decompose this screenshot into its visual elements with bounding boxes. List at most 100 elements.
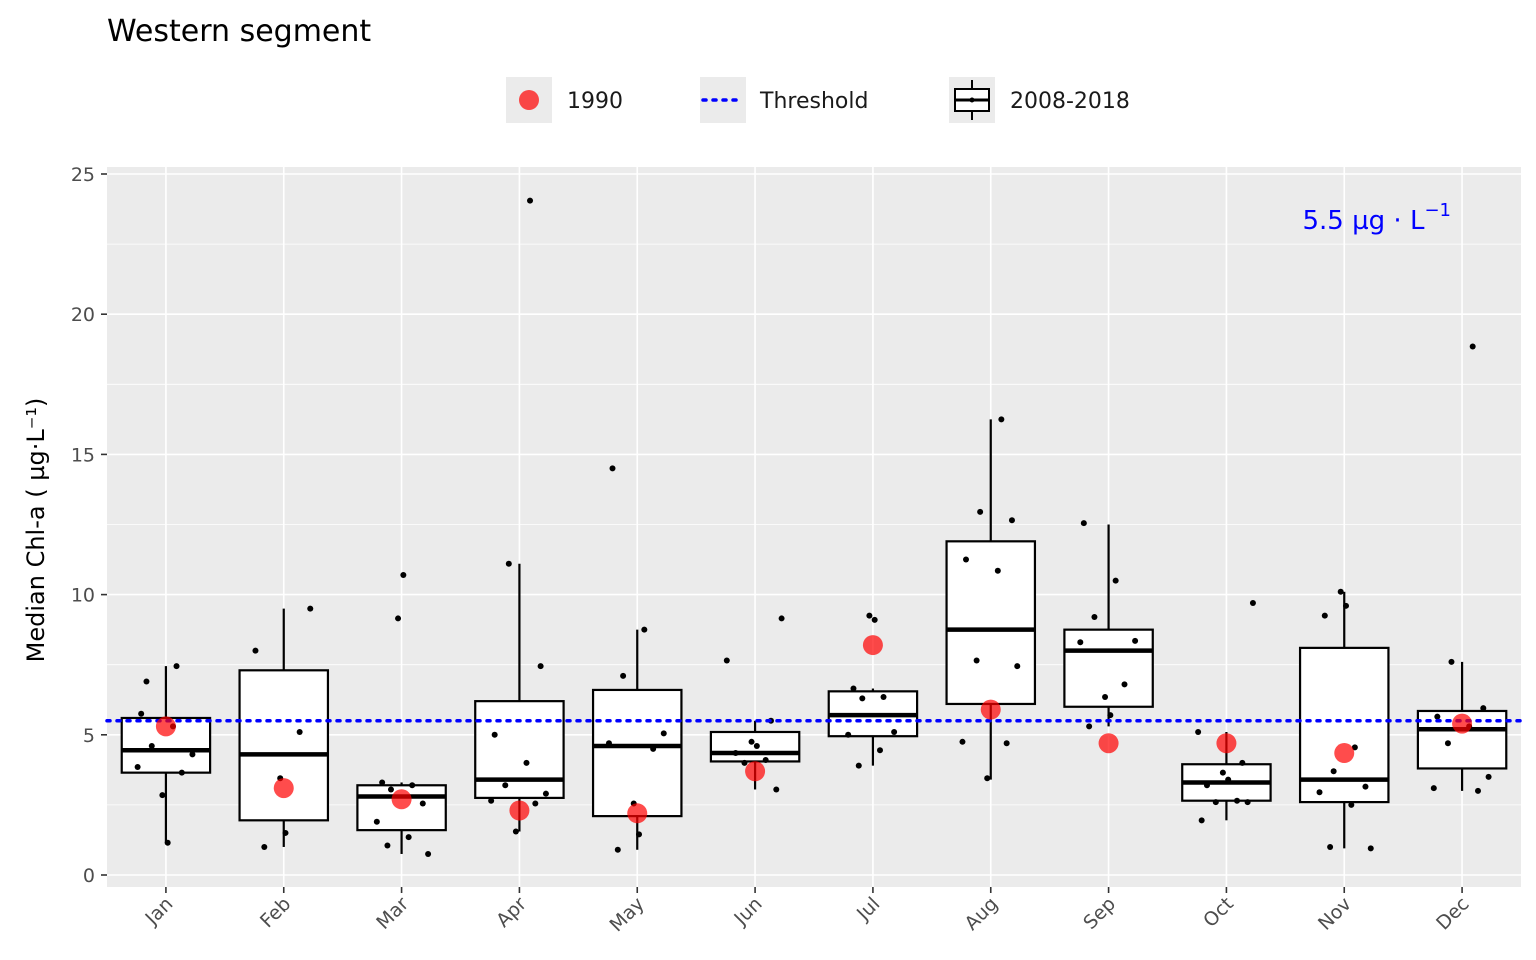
y-axis: 0 5 10 15 20 25 [71,164,107,887]
jitter-point [723,657,730,664]
threshold-annotation: 5.5 µg · L−1 [1303,200,1452,236]
legend-item-2008-2018: 2008-2018 [949,77,1130,123]
jitter-point [1485,773,1492,780]
jitter-point [994,567,1001,574]
y-tick-label: 20 [71,304,95,326]
jitter-point [973,657,980,664]
point-1990-oct [1216,733,1237,754]
jitter-point [1212,799,1219,806]
jitter-point [537,663,544,670]
point-1990-nov [1334,743,1355,764]
jitter-point [1014,663,1021,670]
y-axis-title: Median Chl-a ( µg·L⁻¹) [22,398,50,663]
jitter-point [400,571,407,578]
jitter-point [512,828,519,835]
jitter-point [505,560,512,567]
jitter-point [527,197,534,204]
jitter-point [1330,768,1337,775]
box-iqr [591,688,683,818]
jitter-point [891,728,898,735]
jitter-point [1225,776,1232,783]
jitter-point [650,745,657,752]
chart-title: Western segment [107,14,371,49]
jitter-point [778,615,785,622]
jitter-point [384,842,391,849]
jitter-point [660,730,667,737]
jitter-point [855,762,862,769]
jitter-point [1219,769,1226,776]
legend-label-2008-2018: 2008-2018 [1010,89,1130,114]
jitter-point [395,615,402,622]
jitter-point [296,728,303,735]
jitter-point [636,831,643,838]
jitter-point [523,759,530,766]
jitter-point [1430,785,1437,792]
jitter-point [845,731,852,738]
jitter-point [605,740,612,747]
jitter-point [1112,577,1119,584]
point-1990-mar [391,789,412,810]
jitter-point [1469,343,1476,350]
point-1990-jul [862,635,883,656]
box-nov [1298,591,1390,849]
jitter-point [963,556,970,563]
box-iqr [474,700,565,799]
point-1990-may [627,803,648,824]
jitter-point [307,605,314,612]
legend-item-1990: 1990 [506,77,623,123]
jitter-point [387,786,394,793]
legend: 1990 Threshold 2008-2018 [506,77,1130,123]
box-iqr [945,540,1037,706]
jitter-point [866,612,873,619]
y-tick-label: 15 [71,444,95,466]
jitter-point [732,750,739,757]
point-1990-jun [745,761,766,782]
jitter-point [741,759,748,766]
y-tick-label: 0 [83,865,95,887]
jitter-point [138,710,145,717]
jitter-point [419,800,426,807]
box-may [591,629,683,850]
box-oct [1181,731,1272,821]
jitter-point [178,769,185,776]
jitter-point [405,834,412,841]
jitter-point [261,843,268,850]
box-iqr [1298,646,1390,804]
points-1990 [155,635,1473,824]
jitter-point [1448,658,1455,665]
point-1990-aug [980,699,1001,720]
jitter-point [373,818,380,825]
jitter-point [1086,723,1093,730]
legend-label-threshold: Threshold [759,89,868,114]
y-tick-label: 10 [71,585,95,607]
jitter-point [425,850,432,857]
jitter-point [1203,782,1210,789]
jitter-point [748,738,755,745]
jitter-point [1121,681,1128,688]
jitter-point [1367,845,1374,852]
jitter-point [1077,639,1084,646]
jitter-point [1444,740,1451,747]
jitter-point [1362,783,1369,790]
jitter-point [859,695,866,702]
jitter-point [880,693,887,700]
plot-panel [107,167,1521,887]
jitter-point [1434,713,1441,720]
jitter-point [1474,787,1481,794]
jitter-point [614,846,621,853]
threshold-annotation-sup: −1 [1424,200,1451,221]
jitter-point [134,764,141,771]
jitter-point [189,751,196,758]
jitter-point [143,678,150,685]
jitter-point [1091,614,1098,621]
jitter-point [871,616,878,623]
jitter-point [1480,705,1487,712]
legend-item-threshold: Threshold [700,77,868,123]
jitter-point [379,779,386,786]
y-tick-label: 25 [71,164,95,186]
jitter-point [1343,602,1350,609]
jitter-point [1239,759,1246,766]
threshold-annotation-main: 5.5 µg · L [1303,206,1425,236]
box-apr [474,563,565,832]
jitter-point [620,672,627,679]
